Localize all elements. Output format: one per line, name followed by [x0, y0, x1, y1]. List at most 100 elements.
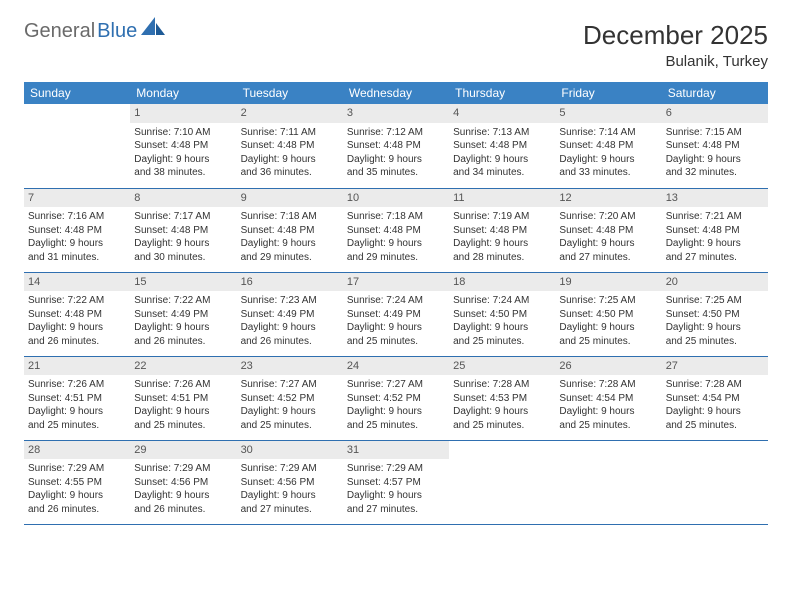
day-number: 23 — [237, 357, 343, 376]
daylight-line-1: Daylight: 9 hours — [134, 405, 232, 419]
calendar-day-cell: 10Sunrise: 7:18 AMSunset: 4:48 PMDayligh… — [343, 188, 449, 272]
day-number: 20 — [662, 273, 768, 292]
day-number: 10 — [343, 189, 449, 208]
day-number: 8 — [130, 189, 236, 208]
calendar-day-cell: 3Sunrise: 7:12 AMSunset: 4:48 PMDaylight… — [343, 104, 449, 188]
daylight-line-2: and 32 minutes. — [666, 166, 764, 180]
day-number: 1 — [130, 104, 236, 123]
sunset-line: Sunset: 4:56 PM — [241, 476, 339, 490]
calendar-week-row: 21Sunrise: 7:26 AMSunset: 4:51 PMDayligh… — [24, 356, 768, 440]
daylight-line-2: and 25 minutes. — [134, 419, 232, 433]
sunrise-line: Sunrise: 7:23 AM — [241, 294, 339, 308]
brand-logo: GeneralBlue — [24, 20, 165, 43]
sunset-line: Sunset: 4:54 PM — [666, 392, 764, 406]
calendar-table: SundayMondayTuesdayWednesdayThursdayFrid… — [24, 82, 768, 525]
daylight-line-1: Daylight: 9 hours — [134, 237, 232, 251]
sunrise-line: Sunrise: 7:14 AM — [559, 126, 657, 140]
sunrise-line: Sunrise: 7:24 AM — [347, 294, 445, 308]
daylight-line-2: and 26 minutes. — [28, 503, 126, 517]
day-number: 22 — [130, 357, 236, 376]
sunrise-line: Sunrise: 7:24 AM — [453, 294, 551, 308]
calendar-body: 1Sunrise: 7:10 AMSunset: 4:48 PMDaylight… — [24, 104, 768, 524]
daylight-line-2: and 25 minutes. — [559, 335, 657, 349]
sunset-line: Sunset: 4:56 PM — [134, 476, 232, 490]
daylight-line-1: Daylight: 9 hours — [559, 321, 657, 335]
sunset-line: Sunset: 4:53 PM — [453, 392, 551, 406]
calendar-head: SundayMondayTuesdayWednesdayThursdayFrid… — [24, 82, 768, 104]
daylight-line-1: Daylight: 9 hours — [666, 237, 764, 251]
daylight-line-2: and 26 minutes. — [134, 335, 232, 349]
calendar-day-cell: 27Sunrise: 7:28 AMSunset: 4:54 PMDayligh… — [662, 356, 768, 440]
daylight-line-2: and 31 minutes. — [28, 251, 126, 265]
daylight-line-1: Daylight: 9 hours — [241, 321, 339, 335]
calendar-day-cell: 31Sunrise: 7:29 AMSunset: 4:57 PMDayligh… — [343, 440, 449, 524]
sunrise-line: Sunrise: 7:26 AM — [28, 378, 126, 392]
calendar-day-cell: 11Sunrise: 7:19 AMSunset: 4:48 PMDayligh… — [449, 188, 555, 272]
brand-part2: Blue — [97, 20, 137, 43]
sunset-line: Sunset: 4:48 PM — [666, 139, 764, 153]
daylight-line-2: and 30 minutes. — [134, 251, 232, 265]
daylight-line-2: and 27 minutes. — [559, 251, 657, 265]
calendar-day-cell: 19Sunrise: 7:25 AMSunset: 4:50 PMDayligh… — [555, 272, 661, 356]
daylight-line-1: Daylight: 9 hours — [347, 321, 445, 335]
day-number: 19 — [555, 273, 661, 292]
day-number: 4 — [449, 104, 555, 123]
calendar-day-cell: 17Sunrise: 7:24 AMSunset: 4:49 PMDayligh… — [343, 272, 449, 356]
daylight-line-1: Daylight: 9 hours — [453, 237, 551, 251]
sunrise-line: Sunrise: 7:17 AM — [134, 210, 232, 224]
sunrise-line: Sunrise: 7:21 AM — [666, 210, 764, 224]
daylight-line-1: Daylight: 9 hours — [347, 237, 445, 251]
daylight-line-2: and 25 minutes. — [559, 419, 657, 433]
sunset-line: Sunset: 4:48 PM — [28, 224, 126, 238]
location-subtitle: Bulanik, Turkey — [583, 53, 768, 70]
sunrise-line: Sunrise: 7:16 AM — [28, 210, 126, 224]
calendar-day-cell: 14Sunrise: 7:22 AMSunset: 4:48 PMDayligh… — [24, 272, 130, 356]
sunset-line: Sunset: 4:54 PM — [559, 392, 657, 406]
daylight-line-2: and 26 minutes. — [134, 503, 232, 517]
daylight-line-1: Daylight: 9 hours — [559, 405, 657, 419]
title-block: December 2025 Bulanik, Turkey — [583, 20, 768, 70]
day-number: 31 — [343, 441, 449, 460]
daylight-line-1: Daylight: 9 hours — [347, 405, 445, 419]
calendar-day-cell: 13Sunrise: 7:21 AMSunset: 4:48 PMDayligh… — [662, 188, 768, 272]
day-number: 3 — [343, 104, 449, 123]
sunset-line: Sunset: 4:48 PM — [453, 224, 551, 238]
sunset-line: Sunset: 4:49 PM — [134, 308, 232, 322]
calendar-day-cell: 25Sunrise: 7:28 AMSunset: 4:53 PMDayligh… — [449, 356, 555, 440]
day-number: 24 — [343, 357, 449, 376]
calendar-day-cell: 2Sunrise: 7:11 AMSunset: 4:48 PMDaylight… — [237, 104, 343, 188]
daylight-line-1: Daylight: 9 hours — [28, 489, 126, 503]
calendar-day-cell: 22Sunrise: 7:26 AMSunset: 4:51 PMDayligh… — [130, 356, 236, 440]
daylight-line-2: and 25 minutes. — [666, 419, 764, 433]
sunrise-line: Sunrise: 7:29 AM — [347, 462, 445, 476]
day-header: Thursday — [449, 82, 555, 104]
day-number: 16 — [237, 273, 343, 292]
sunrise-line: Sunrise: 7:28 AM — [559, 378, 657, 392]
calendar-day-cell: 12Sunrise: 7:20 AMSunset: 4:48 PMDayligh… — [555, 188, 661, 272]
daylight-line-1: Daylight: 9 hours — [453, 405, 551, 419]
sunset-line: Sunset: 4:50 PM — [453, 308, 551, 322]
daylight-line-1: Daylight: 9 hours — [241, 405, 339, 419]
day-number: 12 — [555, 189, 661, 208]
sunset-line: Sunset: 4:48 PM — [453, 139, 551, 153]
calendar-day-cell: 29Sunrise: 7:29 AMSunset: 4:56 PMDayligh… — [130, 440, 236, 524]
daylight-line-1: Daylight: 9 hours — [559, 237, 657, 251]
daylight-line-2: and 25 minutes. — [28, 419, 126, 433]
month-title: December 2025 — [583, 20, 768, 51]
sunrise-line: Sunrise: 7:15 AM — [666, 126, 764, 140]
day-number: 9 — [237, 189, 343, 208]
day-number: 28 — [24, 441, 130, 460]
sunset-line: Sunset: 4:51 PM — [28, 392, 126, 406]
sunset-line: Sunset: 4:50 PM — [559, 308, 657, 322]
daylight-line-2: and 25 minutes. — [453, 419, 551, 433]
calendar-day-cell: 5Sunrise: 7:14 AMSunset: 4:48 PMDaylight… — [555, 104, 661, 188]
calendar-week-row: 7Sunrise: 7:16 AMSunset: 4:48 PMDaylight… — [24, 188, 768, 272]
calendar-day-cell: 6Sunrise: 7:15 AMSunset: 4:48 PMDaylight… — [662, 104, 768, 188]
calendar-day-cell: 24Sunrise: 7:27 AMSunset: 4:52 PMDayligh… — [343, 356, 449, 440]
daylight-line-2: and 28 minutes. — [453, 251, 551, 265]
page-header: GeneralBlue December 2025 Bulanik, Turke… — [24, 20, 768, 70]
daylight-line-2: and 25 minutes. — [347, 419, 445, 433]
sunrise-line: Sunrise: 7:11 AM — [241, 126, 339, 140]
day-number: 14 — [24, 273, 130, 292]
calendar-day-cell: 21Sunrise: 7:26 AMSunset: 4:51 PMDayligh… — [24, 356, 130, 440]
